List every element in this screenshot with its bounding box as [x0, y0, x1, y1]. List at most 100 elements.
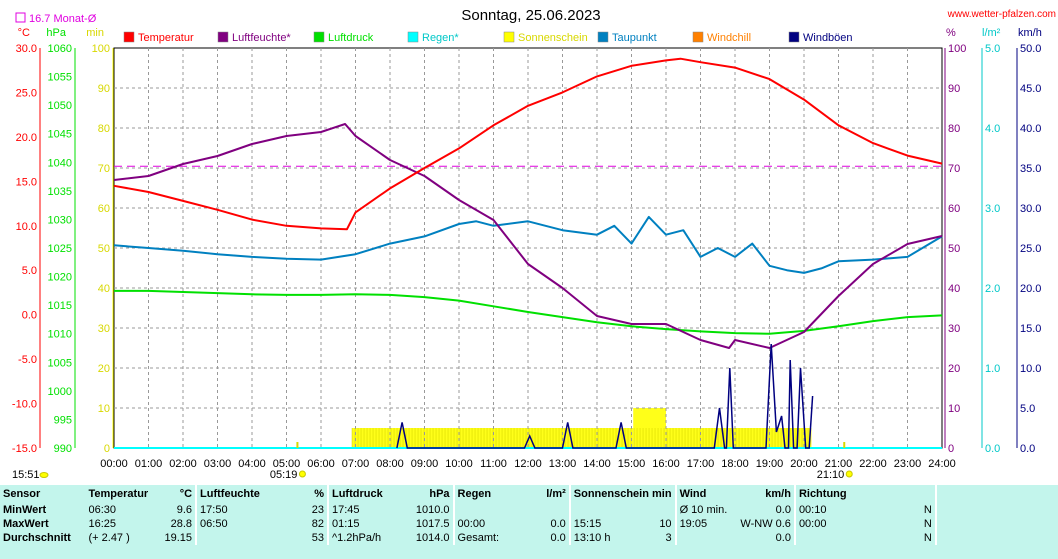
tick-label-pressure: 1025 [48, 243, 72, 255]
unit-temp: °C [18, 27, 30, 39]
table-cell: 23 [311, 504, 324, 516]
table-cell: W-NW 0.6 [740, 518, 791, 530]
tick-label-rain: 1.0 [985, 363, 1000, 375]
table-cell [452, 503, 507, 517]
sunshine-bar [352, 428, 390, 448]
series-temperatur [113, 57, 943, 231]
table-cell: 17:50 [195, 503, 263, 517]
tick-label-temp: 5.0 [22, 265, 37, 277]
table-cell: 82 [311, 518, 324, 530]
sunshine-bar [459, 428, 494, 448]
hdr-sonnenschein: Sonnenschein min [568, 485, 676, 503]
tick-label-wind: 50.0 [1020, 43, 1041, 55]
x-tick-label: 19:00 [756, 458, 784, 470]
unit-pressure: hPa [46, 27, 66, 39]
tick-label-percent: 40 [948, 283, 960, 295]
tick-label-percent: 20 [948, 363, 960, 375]
legend-swatch [692, 31, 704, 43]
hdr-rain-unit: l/m² [546, 488, 566, 500]
table-cell: MaxWert [3, 518, 49, 530]
tick-label-temp: -10.0 [12, 399, 37, 411]
tick-label-pressure: 1050 [48, 100, 72, 112]
x-tick-label: 17:00 [687, 458, 715, 470]
tick-label-minutes: 40 [98, 283, 110, 295]
hdr-richtung: Richtung [793, 485, 908, 503]
tick-label-percent: 10 [948, 403, 960, 415]
table-cell: 28.8 [170, 518, 193, 530]
sunshine-bar [666, 428, 701, 448]
x-tick-label: 18:00 [721, 458, 749, 470]
chart-title: Sonntag, 25.06.2023 [461, 7, 600, 24]
tick-label-pressure: 1005 [48, 357, 72, 369]
tick-label-minutes: 50 [98, 243, 110, 255]
legend-swatch [503, 31, 515, 43]
table-cell: 3 [665, 532, 672, 544]
tick-label-temp: 15.0 [16, 176, 37, 188]
table-cell: 0.0 [775, 532, 791, 544]
series-windboeen [396, 343, 814, 449]
table-cell: N [923, 532, 932, 544]
tick-label-minutes: 100 [92, 43, 110, 55]
x-tick-label: 11:00 [480, 458, 507, 470]
x-tick-label: 13:00 [549, 458, 577, 470]
weather-chart: 30.0 25.0 20.0 15.0 10.0 5.0 0.0 -5.0 -10.0 -15.0… [12, 7, 1056, 481]
tick-label-rain: 4.0 [985, 123, 1000, 135]
table-cell: 10 [659, 518, 672, 530]
legend-label: Windchill [707, 32, 751, 44]
tick-label-percent: 30 [948, 323, 960, 335]
sunshine-bar [628, 428, 634, 448]
tick-label-rain: 2.0 [985, 283, 1000, 295]
sunset-icon [845, 470, 853, 478]
table-cell [793, 531, 908, 545]
current-sun-icon [39, 472, 49, 478]
x-tick-label: 07:00 [342, 458, 370, 470]
x-tick-label: 23:00 [894, 458, 922, 470]
tick-label-wind: 5.0 [1020, 403, 1035, 415]
legend-label: Sonnenschein [518, 32, 588, 44]
unit-wind: km/h [1018, 27, 1042, 39]
table-cell: 00:00 [452, 517, 507, 531]
hdr-luftdruck: Luftdruck [326, 485, 386, 503]
tick-label-pressure: 1000 [48, 386, 72, 398]
hdr-hum-unit: % [314, 488, 324, 500]
unit-rain: l/m² [982, 27, 1001, 39]
legend-label: Taupunkt [612, 32, 657, 44]
current-time-label: 15:51 [12, 469, 40, 481]
tick-label-temp: 20.0 [16, 132, 37, 144]
sunshine-bar [735, 428, 770, 448]
table-cell: 53 [311, 532, 324, 544]
legend-swatch [217, 31, 229, 43]
legend-label: Regen* [422, 32, 459, 44]
table-cell: Gesamt: [452, 531, 507, 545]
x-tick-label: 06:00 [307, 458, 335, 470]
tick-label-wind: 30.0 [1020, 203, 1041, 215]
table-cell: 1017.5 [415, 518, 450, 530]
hdr-wind: Wind [674, 485, 731, 503]
table-cell: 9.6 [176, 504, 193, 516]
tick-label-minutes: 30 [98, 323, 110, 335]
table-cell: 0.0 [550, 532, 566, 544]
table-cell [195, 531, 263, 545]
tick-label-temp: -15.0 [12, 443, 37, 455]
table-cell: (+ 2.47 ) [88, 532, 130, 544]
table-cell: 0.0 [550, 518, 566, 530]
hdr-regen: Regen [452, 485, 507, 503]
sunrise-icon [298, 470, 306, 478]
tick-label-minutes: 90 [98, 83, 110, 95]
sunset-label: 21:10 [817, 469, 845, 481]
table-cell [674, 531, 731, 545]
table-cell: 19.15 [164, 532, 193, 544]
table-cell: 17:45 [326, 503, 386, 517]
table-cell: 00:10 [793, 503, 908, 517]
table-cell: 0.0 [775, 504, 791, 516]
tick-label-temp: 0.0 [22, 310, 37, 322]
hdr-temp-unit: °C [179, 488, 193, 500]
x-tick-label: 08:00 [376, 458, 404, 470]
table-cell: 1010.0 [415, 504, 450, 516]
tick-label-minutes: 60 [98, 203, 110, 215]
tick-label-wind: 35.0 [1020, 163, 1041, 175]
x-tick-label: 01:00 [135, 458, 163, 470]
x-tick-label: 16:00 [652, 458, 680, 470]
sunshine-bar [633, 408, 666, 448]
tick-label-pressure: 1010 [48, 329, 72, 341]
